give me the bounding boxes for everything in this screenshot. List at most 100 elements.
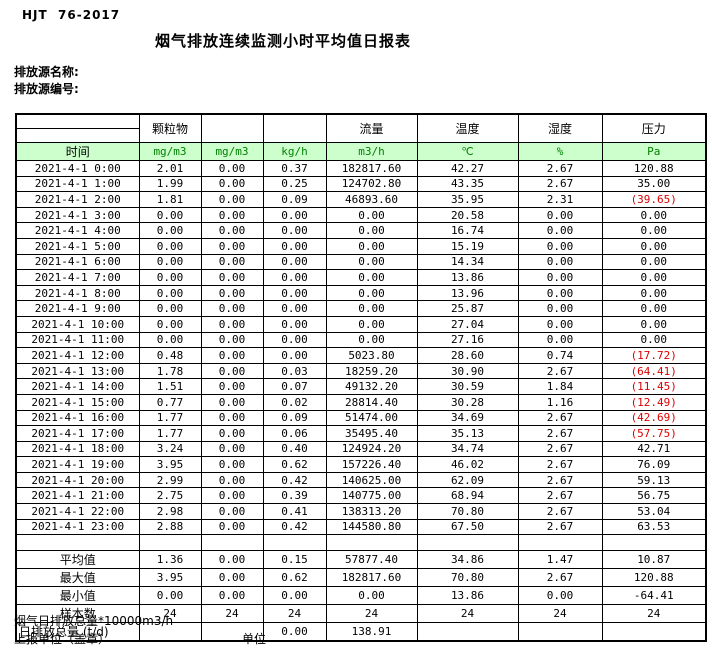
value-cell: 25.87 [416, 300, 519, 317]
data-row: 2021-4-1 12:00 0.48 0.00 0.00 5023.80 28.60 0.… [15, 347, 707, 364]
row-label-cell: 2021-4-1 2:00 [15, 191, 140, 208]
value-cell: 2.67 [517, 567, 603, 587]
value-cell: 0.42 [262, 471, 327, 489]
data-row: 2021-4-1 2:00 1.81 0.00 0.09 46893.60 35.95 2.… [15, 191, 707, 208]
unit-pa: Pa [601, 142, 707, 161]
data-row: 2021-4-1 11:00 0.00 0.00 0.00 0.00 27.16 0.00 0… [15, 331, 707, 349]
summary-row: 平均值 1.36 0.00 0.15 57877.40 34.86 1.47 10.87 [15, 549, 707, 569]
value-cell: 1.77 [138, 409, 202, 427]
value-cell: 0.25 [262, 175, 327, 193]
summary-row: 样本数 24 24 24 24 24 24 24 [15, 603, 707, 623]
value-cell: 1.99 [138, 175, 202, 193]
value-cell: 0.15 [262, 549, 327, 569]
value-cell: 35.95 [416, 191, 519, 208]
value-cell: 2.75 [138, 487, 202, 505]
data-row: 2021-4-1 13:00 1.78 0.00 0.03 18259.20 30.90 2… [15, 362, 707, 380]
value-cell: 0.00 [262, 621, 327, 642]
value-cell: 2.67 [517, 487, 603, 505]
value-cell: 3.95 [138, 567, 202, 587]
col-header-flow: 流量 [325, 113, 418, 143]
value-cell: 62.09 [416, 471, 519, 489]
value-cell: 13.86 [416, 585, 519, 605]
unit-label: 单位 [242, 632, 267, 646]
col-header-particulate: 颗粒物 [138, 113, 202, 143]
value-cell: 0.00 [601, 331, 707, 349]
value-cell: 0.00 [517, 253, 603, 271]
value-cell: 0.00 [200, 393, 264, 411]
row-label-cell: 2021-4-1 16:00 [15, 409, 140, 427]
value-cell: 0.00 [262, 585, 327, 605]
row-label-cell [15, 534, 140, 551]
row-label-cell: 2021-4-1 23:00 [15, 518, 140, 536]
col-header-temperature: 温度 [416, 113, 519, 143]
value-cell: 24 [325, 603, 418, 623]
row-label-cell: 2021-4-1 5:00 [15, 237, 140, 255]
value-cell: 0.00 [601, 237, 707, 255]
value-cell: 0.00 [200, 503, 264, 520]
value-cell: 0.00 [200, 487, 264, 505]
row-label-cell: 2021-4-1 14:00 [15, 378, 140, 395]
value-cell: 0.00 [262, 206, 327, 224]
value-cell: 2.67 [517, 503, 603, 520]
value-cell: 30.90 [416, 362, 519, 380]
value-cell: 30.28 [416, 393, 519, 411]
data-row: 2021-4-1 23:00 2.88 0.00 0.42 144580.80 67.50… [15, 518, 707, 536]
value-cell [262, 534, 327, 551]
value-cell: 0.00 [262, 347, 327, 364]
value-cell: 0.00 [601, 284, 707, 302]
value-cell: 0.00 [138, 222, 202, 239]
value-cell: 0.00 [601, 315, 707, 333]
value-cell: (17.72) [601, 347, 707, 364]
value-cell: 0.00 [601, 206, 707, 224]
col-header-pressure: 压力 [601, 113, 707, 143]
data-row: 2021-4-1 8:00 0.00 0.00 0.00 0.00 13.96 0.00 0.… [15, 284, 707, 302]
value-cell: 76.09 [601, 456, 707, 473]
value-cell: 0.00 [325, 331, 418, 349]
row-label-cell: 2021-4-1 10:00 [15, 315, 140, 333]
value-cell: 67.50 [416, 518, 519, 536]
value-cell: 0.00 [262, 300, 327, 317]
value-cell: 2.98 [138, 503, 202, 520]
value-cell: 27.16 [416, 331, 519, 349]
row-label-cell: 2021-4-1 21:00 [15, 487, 140, 505]
value-cell: 0.00 [138, 206, 202, 224]
value-cell: 0.00 [517, 237, 603, 255]
value-cell [601, 534, 707, 551]
value-cell: 0.00 [262, 331, 327, 349]
value-cell: 46893.60 [325, 191, 418, 208]
value-cell: 144580.80 [325, 518, 418, 536]
data-row: 2021-4-1 16:00 1.77 0.00 0.09 51474.00 34.69 2… [15, 409, 707, 427]
value-cell: 2.67 [517, 456, 603, 473]
footer-note: 烟气日排放总量*10000m3/h [14, 614, 174, 628]
value-cell: 0.00 [262, 315, 327, 333]
value-cell [601, 621, 707, 642]
unit-header-row: 时间 mg/m3 mg/m3 kg/h m3/h ℃ % Pa [15, 142, 707, 161]
value-cell: (42.69) [601, 409, 707, 427]
data-row: 2021-4-1 5:00 0.00 0.00 0.00 0.00 15.19 0.00 0.… [15, 237, 707, 255]
value-cell: 13.96 [416, 284, 519, 302]
value-cell: 2.67 [517, 409, 603, 427]
summary-row: 最小值 0.00 0.00 0.00 0.00 13.86 0.00 -64.41 [15, 585, 707, 605]
value-cell: 0.00 [517, 206, 603, 224]
value-cell: 3.95 [138, 456, 202, 473]
value-cell: 5023.80 [325, 347, 418, 364]
value-cell: 0.00 [262, 269, 327, 286]
corner-cell [15, 113, 140, 143]
footer-line: 上报单位（盖章） 单位 [14, 630, 266, 647]
report-unit-label: 上报单位（盖章） [14, 632, 111, 646]
unit-mg-m3-a: mg/m3 [138, 142, 202, 161]
value-cell: 2.67 [517, 160, 603, 177]
row-label-cell: 2021-4-1 3:00 [15, 206, 140, 224]
row-label-cell: 2021-4-1 1:00 [15, 175, 140, 193]
value-cell: 124924.20 [325, 440, 418, 458]
value-cell: 0.00 [200, 269, 264, 286]
value-cell: 0.03 [262, 362, 327, 380]
value-cell: 18259.20 [325, 362, 418, 380]
summary-row: 最大值 3.95 0.00 0.62 182817.60 70.80 2.67 120.88 [15, 567, 707, 587]
value-cell: 0.00 [200, 160, 264, 177]
value-cell: 0.00 [138, 237, 202, 255]
value-cell: 0.74 [517, 347, 603, 364]
value-cell: 1.81 [138, 191, 202, 208]
value-cell: 15.19 [416, 237, 519, 255]
unit-percent: % [517, 142, 603, 161]
